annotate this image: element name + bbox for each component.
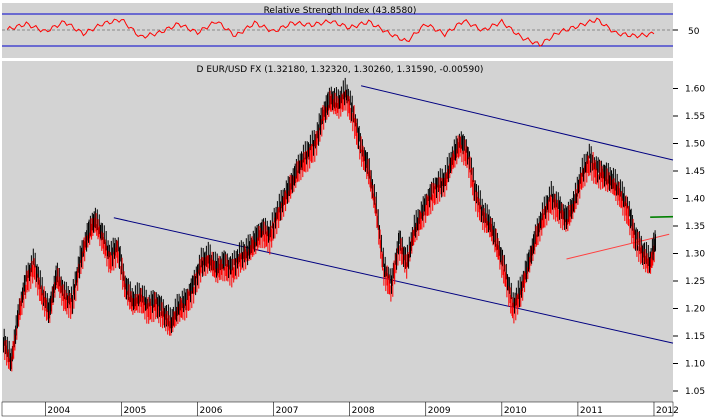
x-tick-label: 2012 [656,406,679,416]
rsi-title: Relative Strength Index (43.8580) [264,6,417,16]
y-tick-label: 1.40 [685,195,705,205]
y-tick-label: 1.45 [685,167,705,177]
x-tick-label: 2006 [200,406,223,416]
support-line-line [566,233,670,260]
rsi-y-tick: 50 [673,27,700,37]
y-tick-label: 1.25 [685,277,705,287]
rsi-y-tick-label: 50 [688,27,700,37]
price-title: D EUR/USD FX (1.32180, 1.32320, 1.30260,… [197,65,484,75]
x-axis-band [1,401,674,417]
price-bars [3,77,657,372]
x-tick-label: 2010 [504,406,527,416]
x-tick-label: 2011 [580,406,603,416]
rsi-series-line [6,17,655,47]
lower-channel-line [113,217,674,344]
resistance-level-line [650,215,674,218]
y-tick-label: 1.60 [685,85,705,95]
y-tick-label: 1.50 [685,140,705,150]
x-tick-label: 2004 [47,406,70,416]
x-tick-label: 2008 [352,406,375,416]
x-axis: 2004 2005 2006 2007 2008 2009 2010 2011 2012 [1,401,679,417]
x-tick-label: 2009 [428,406,451,416]
x-tick-label: 2005 [123,406,146,416]
y-tick-label: 1.30 [685,250,705,260]
upper-channel-line [360,85,674,161]
y-tick-label: 1.10 [685,360,705,370]
y-tick-label: 1.20 [685,305,705,315]
y-tick-label: 1.35 [685,222,705,232]
trendlines [113,85,674,344]
y-tick-label: 1.05 [685,387,705,397]
y-tick-label: 1.55 [685,112,705,122]
rsi-panel: Relative Strength Index (43.8580) 50 [2,3,700,58]
x-tick-label: 2007 [276,406,299,416]
y-tick-label: 1.15 [685,332,705,342]
price-y-axis: 1.05 1.10 1.15 1.20 1.25 1.30 1.35 1.40 1.45 1.50… [673,85,705,397]
price-plot-area [2,61,673,402]
price-panel: D EUR/USD FX (1.32180, 1.32320, 1.30260,… [2,61,705,402]
